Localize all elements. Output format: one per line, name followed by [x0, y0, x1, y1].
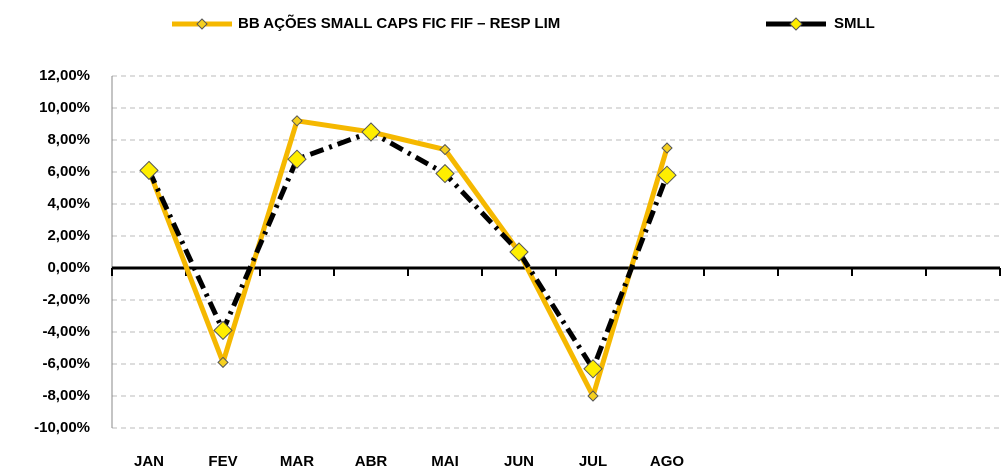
- y-tick-label: -8,00%: [42, 387, 90, 404]
- marker: [139, 160, 159, 181]
- series-line: [146, 118, 670, 399]
- x-tick-label: ABR: [355, 453, 388, 470]
- y-tick-label: -10,00%: [34, 419, 90, 436]
- marker: [217, 356, 229, 369]
- marker: [661, 142, 673, 154]
- x-tick-label: AGO: [650, 453, 685, 470]
- y-tick-label: 6,00%: [47, 163, 90, 180]
- y-tick-label: 0,00%: [47, 259, 90, 276]
- y-tick-label: 8,00%: [47, 131, 90, 148]
- x-tick-label: JUN: [504, 453, 534, 470]
- marker: [509, 242, 529, 262]
- x-tick-label: JAN: [134, 453, 164, 470]
- marker: [587, 390, 599, 402]
- y-tick-label: 4,00%: [47, 195, 90, 212]
- marker: [291, 115, 303, 127]
- legend-marker: [789, 17, 803, 31]
- marker: [439, 143, 451, 156]
- legend-marker: [196, 18, 208, 30]
- y-tick-label: 12,00%: [39, 67, 90, 84]
- x-tick-label: MAR: [280, 453, 314, 470]
- y-tick-label: 2,00%: [47, 227, 90, 244]
- legend-label: SMLL: [834, 15, 875, 32]
- y-tick-label: 10,00%: [39, 99, 90, 116]
- marker: [583, 359, 603, 379]
- legend: BB AÇÕES SMALL CAPS FIC FIF – RESP LIM S…: [172, 14, 875, 32]
- x-tick-label: JUL: [579, 453, 607, 470]
- marker: [361, 122, 381, 142]
- y-tick-label: -6,00%: [42, 355, 90, 372]
- x-tick-label: FEV: [208, 453, 237, 470]
- marker: [435, 163, 455, 184]
- y-tick-label: -2,00%: [42, 291, 90, 308]
- series-line: [146, 129, 670, 372]
- x-tick-label: MAI: [431, 453, 459, 470]
- marker: [213, 320, 233, 341]
- y-tick-label: -4,00%: [42, 323, 90, 340]
- marker: [657, 165, 677, 185]
- legend-label: BB AÇÕES SMALL CAPS FIC FIF – RESP LIM: [238, 14, 560, 32]
- marker: [287, 149, 307, 169]
